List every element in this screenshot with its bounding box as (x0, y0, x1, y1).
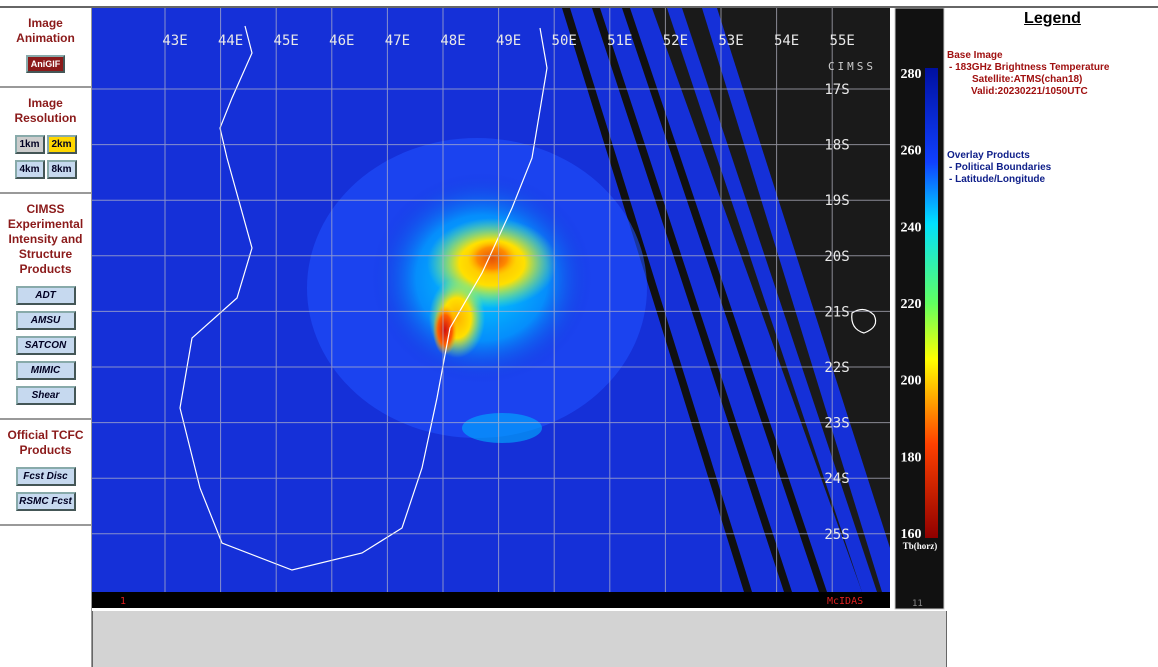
sidebar-section: Image Animation AniGIF (0, 8, 91, 88)
button[interactable]: MIMIC (15, 361, 76, 380)
sidebar: Image Animation AniGIF Image Resolution 1km… (0, 8, 92, 667)
sidebar-section: Image Resolution 1km 2km 4km 8km (0, 88, 91, 194)
base-line: Satellite:ATMS(chan18) (972, 74, 1083, 85)
lat-label: 18S (824, 138, 849, 154)
colorbar-tick-label: 200 (901, 374, 922, 389)
lon-label: 49E (496, 33, 521, 49)
base-line: Valid:20230221/1050UTC (971, 86, 1088, 97)
lon-label: 55E (830, 33, 855, 49)
overlay-line: - Political Boundaries (949, 162, 1052, 173)
colorbar-tick-label: 240 (901, 220, 922, 235)
lon-label: 43E (162, 33, 187, 49)
button[interactable]: 1km (14, 135, 45, 154)
colorbar-tick-label: 180 (901, 450, 922, 465)
satellite-image: 43E 44E 45E 46E 47E 48E 49E 50E 51E 52E 53E 54E 55E 1… (92, 8, 945, 610)
lat-label: 23S (824, 416, 849, 432)
colorbar-tick-label: 260 (901, 144, 922, 159)
footer-right: McIDAS (827, 596, 863, 607)
button[interactable]: 4km (14, 160, 45, 179)
button[interactable]: Shear (15, 386, 76, 405)
overlay-line: - Latitude/Longitude (949, 174, 1046, 185)
colorbar-tick-label: 220 (901, 297, 922, 312)
lat-label: 21S (824, 304, 849, 320)
lat-label: 19S (824, 193, 849, 209)
lon-label: 45E (274, 33, 299, 49)
button[interactable]: SATCON (15, 336, 76, 355)
lon-label: 50E (552, 33, 577, 49)
colorbar (925, 68, 938, 538)
coastline (179, 25, 548, 571)
lon-label: 47E (385, 33, 410, 49)
button[interactable]: Fcst Disc (15, 467, 76, 486)
lon-label: 46E (329, 33, 354, 49)
swath-stripes (667, 8, 890, 592)
section-title: Image Animation (16, 16, 75, 45)
lon-label: 54E (774, 33, 799, 49)
lon-label: 48E (440, 33, 465, 49)
base-heading: Base Image (947, 50, 1003, 61)
legend: Legend Base Image - 183GHz Brightness Te… (947, 8, 1158, 186)
button[interactable]: 2km (46, 135, 77, 154)
top-bar (0, 0, 1158, 8)
colorbar-label: Tb(horz) (903, 541, 938, 551)
lat-label: 17S (824, 82, 849, 98)
sidebar-section: CIMSS Experimental Intensity and Structu… (0, 194, 91, 420)
lat-label: 25S (824, 527, 849, 543)
lat-label: 24S (824, 471, 849, 487)
section-title: Image Resolution (14, 96, 77, 125)
section-title: Official TCFC Products (7, 428, 84, 457)
lon-label: 52E (663, 33, 688, 49)
button[interactable]: AniGIF (25, 55, 66, 73)
footer-left: 1 (120, 596, 126, 607)
overlay-heading: Overlay Products (947, 150, 1030, 161)
island (851, 308, 877, 334)
colorbar-corner: 11 (912, 599, 923, 609)
logo: CIMSS (828, 60, 876, 73)
base-line: - 183GHz Brightness Temperature (949, 62, 1110, 73)
button[interactable]: RSMC Fcst (15, 492, 76, 511)
legend-title: Legend (1024, 10, 1081, 27)
section-title: CIMSS Experimental Intensity and Structu… (7, 202, 84, 276)
lat-label: 20S (824, 249, 849, 265)
button[interactable]: AMSU (15, 311, 76, 330)
sidebar-section: Official TCFC Products Fcst Disc RSMC Fcst (0, 420, 91, 526)
button[interactable]: 8km (46, 160, 77, 179)
lon-label: 44E (218, 33, 243, 49)
lon-label: 51E (607, 33, 632, 49)
lon-label: 53E (718, 33, 743, 49)
lat-label: 22S (824, 360, 849, 376)
colorbar-tick-label: 160 (901, 527, 922, 542)
button[interactable]: ADT (15, 286, 76, 305)
colorbar-tick-label: 280 (901, 67, 922, 82)
bottom-panel (92, 611, 947, 667)
